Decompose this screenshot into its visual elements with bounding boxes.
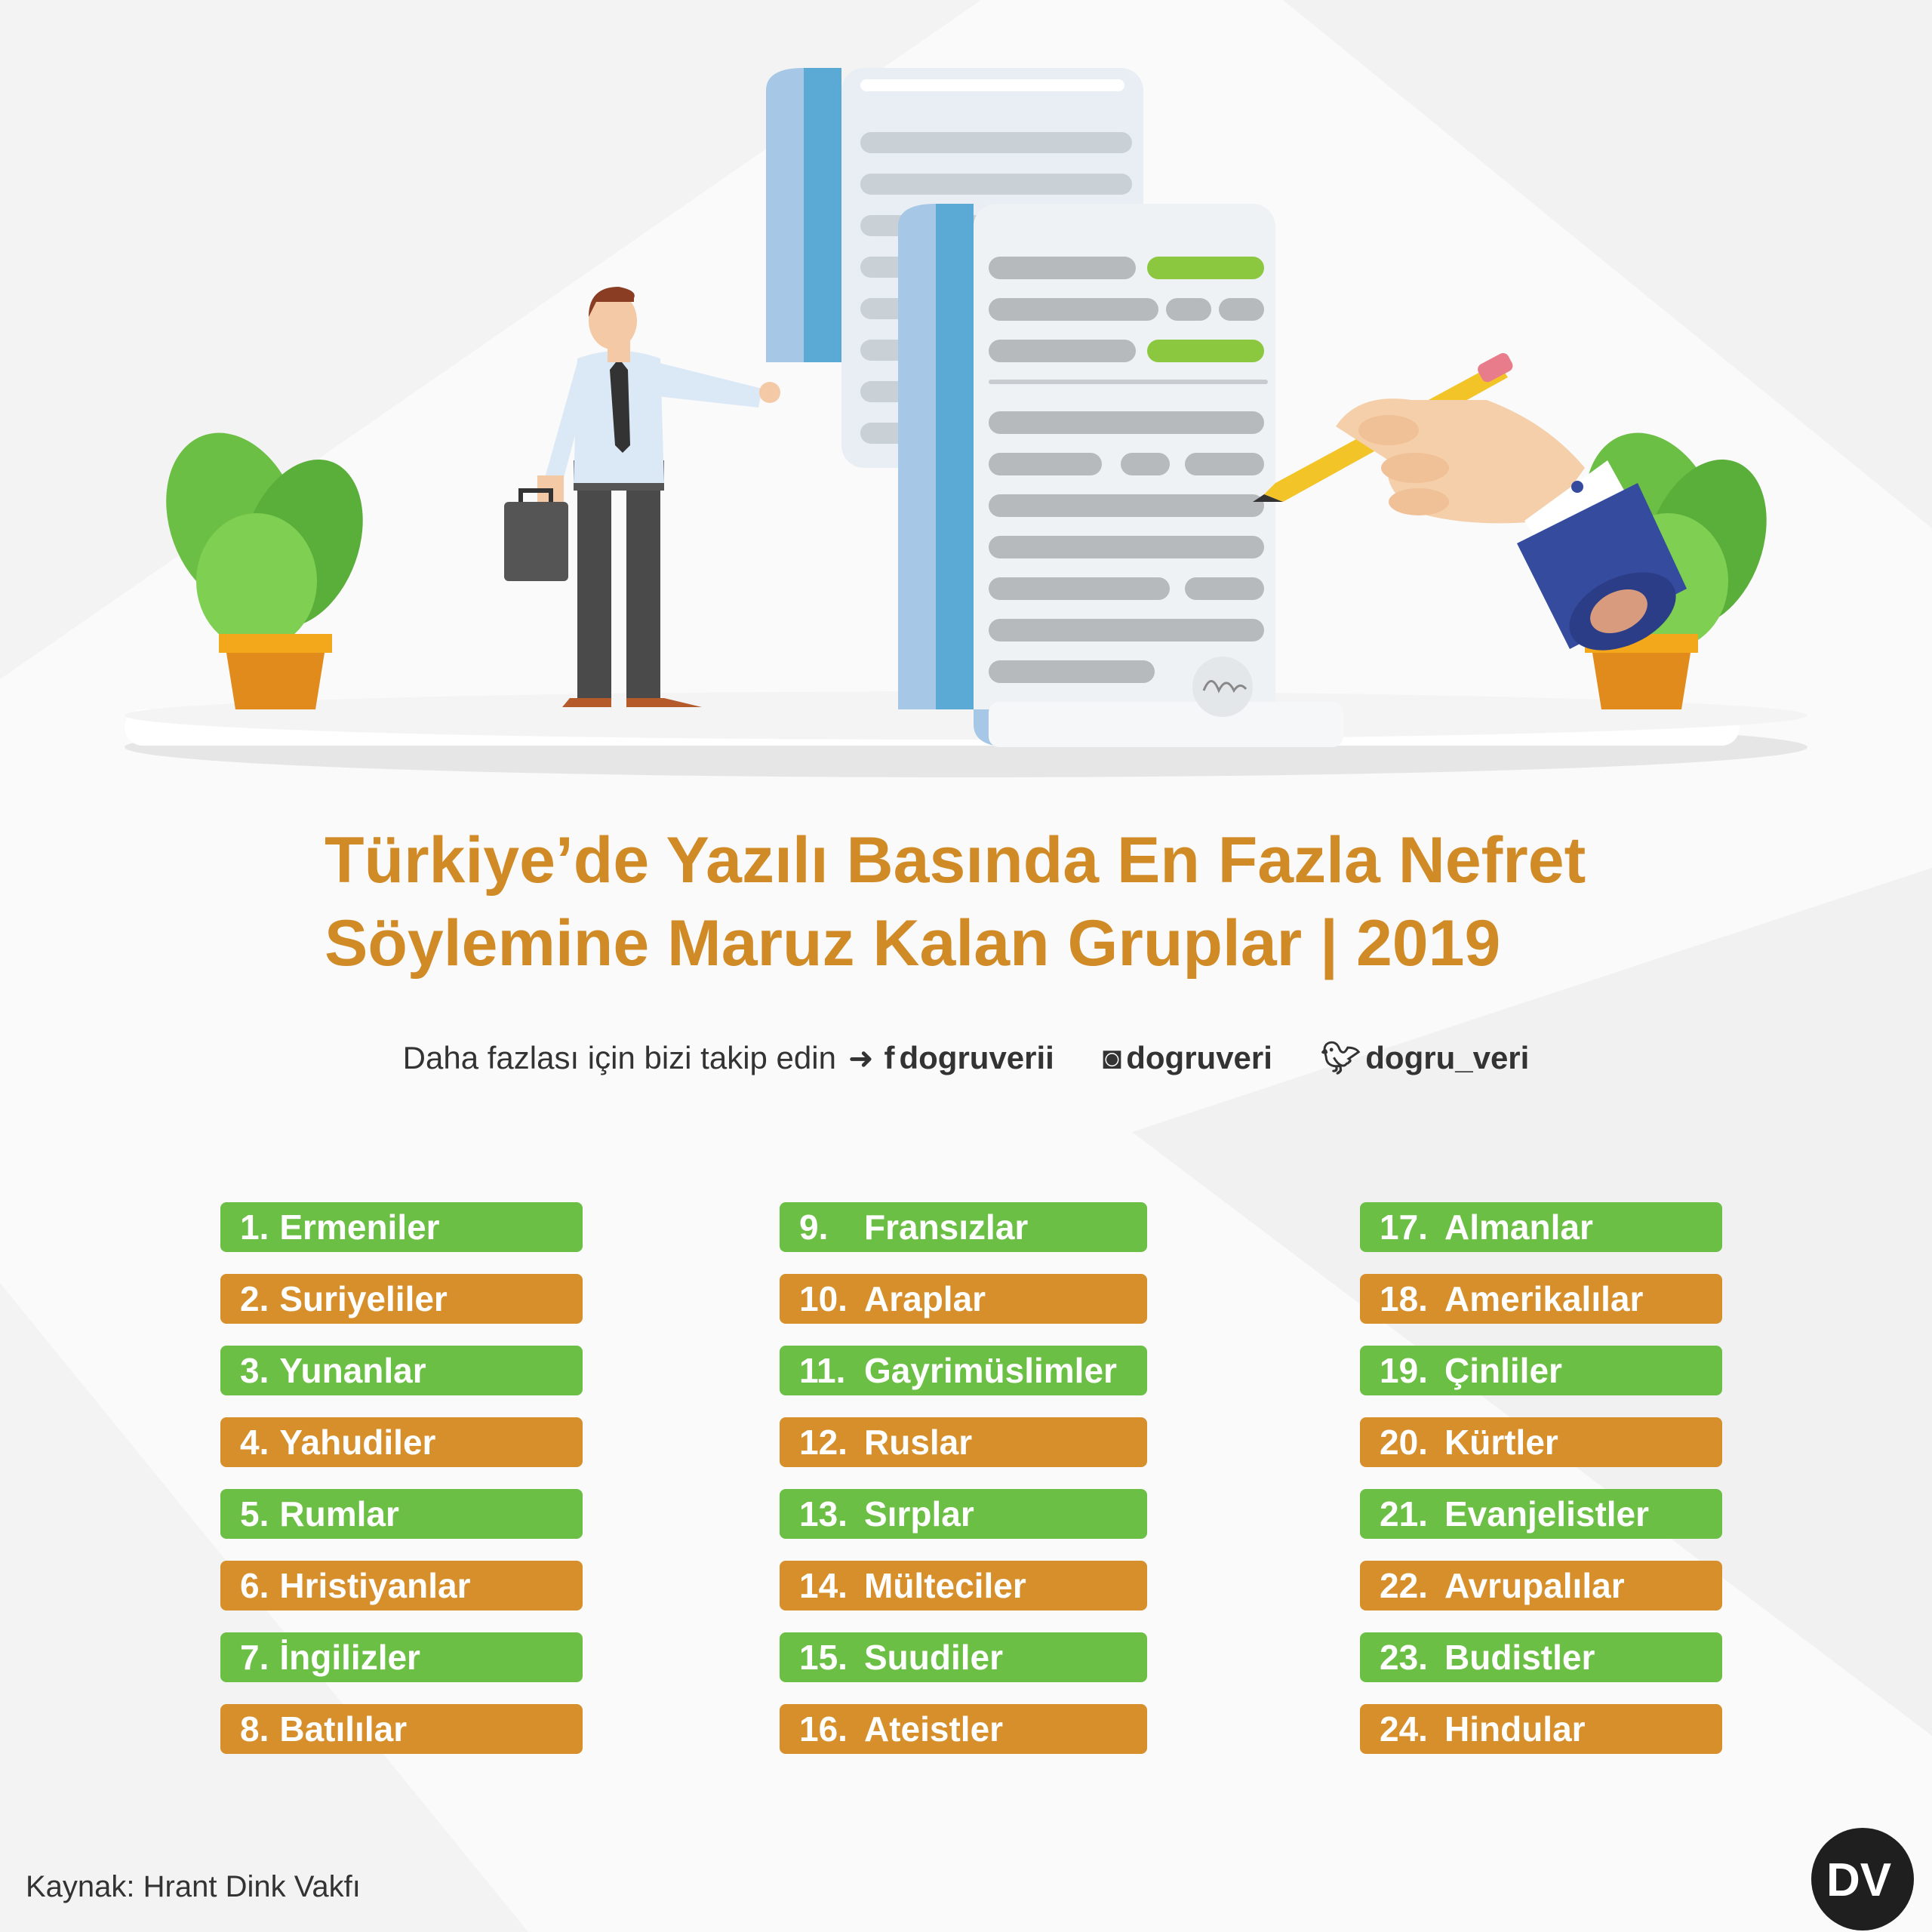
group-item: 17. Almanlar xyxy=(1360,1202,1722,1252)
group-rank: 23. xyxy=(1380,1638,1428,1677)
group-item: 15. Suudiler xyxy=(780,1632,1147,1682)
group-rank: 17. xyxy=(1380,1208,1428,1247)
group-rank: 20. xyxy=(1380,1423,1428,1462)
group-item: 1. Ermeniler xyxy=(220,1202,583,1252)
group-rank: 5. xyxy=(240,1494,269,1534)
twitter-icon[interactable]: 🐦︎ xyxy=(1320,1040,1361,1075)
group-item: 8. Batılılar xyxy=(220,1704,583,1754)
group-label: Yunanlar xyxy=(279,1351,426,1390)
facebook-icon[interactable]: f xyxy=(884,1040,895,1075)
group-label: Ateistler xyxy=(864,1709,1004,1749)
group-label: İngilizler xyxy=(279,1638,420,1677)
group-item: 23. Budistler xyxy=(1360,1632,1722,1682)
group-item: 22. Avrupalılar xyxy=(1360,1561,1722,1611)
instagram-icon[interactable]: ◙ xyxy=(1102,1040,1122,1075)
facebook-handle[interactable]: dogruverii xyxy=(899,1040,1054,1075)
group-rank: 13. xyxy=(799,1494,848,1534)
group-rank: 4. xyxy=(240,1423,269,1462)
group-label: Çinliler xyxy=(1444,1351,1562,1390)
group-item: 20. Kürtler xyxy=(1360,1417,1722,1467)
group-item: 6. Hristiyanlar xyxy=(220,1561,583,1611)
group-rank: 19. xyxy=(1380,1351,1428,1390)
group-item: 14. Mülteciler xyxy=(780,1561,1147,1611)
group-label: Hristiyanlar xyxy=(279,1566,471,1605)
logo-text: DV xyxy=(1826,1854,1891,1906)
follow-text: Daha fazlası için bizi takip edin xyxy=(402,1040,836,1075)
group-rank: 24. xyxy=(1380,1709,1428,1749)
group-label: Fransızlar xyxy=(864,1208,1029,1247)
group-rank: 3. xyxy=(240,1351,269,1390)
group-label: Suriyeliler xyxy=(279,1279,448,1318)
arrow-right-icon: ➜ xyxy=(848,1042,874,1075)
group-label: Batılılar xyxy=(279,1709,408,1749)
group-label: Mülteciler xyxy=(864,1566,1026,1605)
group-label: Ruslar xyxy=(864,1423,973,1462)
groups-column-2: 9. Fransızlar 10. Araplar 11. Gayrimüslimler 1… xyxy=(780,1202,1147,1776)
group-label: Budistler xyxy=(1444,1638,1595,1677)
group-label: Suudiler xyxy=(864,1638,1004,1677)
group-label: Sırplar xyxy=(864,1494,974,1534)
group-item: 13. Sırplar xyxy=(780,1489,1147,1539)
hand-with-pencil xyxy=(1253,352,1687,651)
left-plant xyxy=(166,432,363,709)
group-item: 21. Evanjelistler xyxy=(1360,1489,1722,1539)
group-label: Hindular xyxy=(1444,1709,1586,1749)
page-title: Türkiye’de Yazılı Basında En Fazla Nefre… xyxy=(325,819,1683,985)
group-item: 24. Hindular xyxy=(1360,1704,1722,1754)
group-label: Araplar xyxy=(864,1279,986,1318)
group-item: 5. Rumlar xyxy=(220,1489,583,1539)
group-label: Yahudiler xyxy=(279,1423,436,1462)
source-note: Kaynak: Hrant Dink Vakfı xyxy=(26,1870,361,1903)
group-rank: 12. xyxy=(799,1423,848,1462)
groups-column-3: 17. Almanlar 18. Amerikalılar 19. Çinliler 20.… xyxy=(1360,1202,1722,1776)
group-rank: 8. xyxy=(240,1709,269,1749)
group-rank: 22. xyxy=(1380,1566,1428,1605)
group-label: Kürtler xyxy=(1444,1423,1558,1462)
group-rank: 18. xyxy=(1380,1279,1428,1318)
group-item: 12. Ruslar xyxy=(780,1417,1147,1467)
twitter-handle[interactable]: dogru_veri xyxy=(1365,1040,1530,1075)
group-rank: 9. xyxy=(799,1208,829,1247)
group-item: 2. Suriyeliler xyxy=(220,1274,583,1324)
group-rank: 6. xyxy=(240,1566,269,1605)
group-rank: 15. xyxy=(799,1638,848,1677)
group-item: 10. Araplar xyxy=(780,1274,1147,1324)
dv-logo-icon: DV xyxy=(1811,1828,1914,1930)
group-rank: 16. xyxy=(799,1709,848,1749)
group-label: Evanjelistler xyxy=(1444,1494,1650,1534)
group-label: Ermeniler xyxy=(279,1208,440,1247)
group-label: Rumlar xyxy=(279,1494,399,1534)
front-document xyxy=(898,204,1343,747)
group-item: 19. Çinliler xyxy=(1360,1346,1722,1395)
group-rank: 21. xyxy=(1380,1494,1428,1534)
groups-column-1: 1. Ermeniler 2. Suriyeliler 3. Yunanlar 4. Yahu… xyxy=(220,1202,583,1776)
title-line-2: Söylemine Maruz Kalan Gruplar | 2019 xyxy=(325,907,1501,980)
group-item: 4. Yahudiler xyxy=(220,1417,583,1467)
businessman xyxy=(504,287,780,707)
group-rank: 14. xyxy=(799,1566,848,1605)
group-label: Gayrimüslimler xyxy=(864,1351,1117,1390)
group-item: 18. Amerikalılar xyxy=(1360,1274,1722,1324)
instagram-handle[interactable]: dogruveri xyxy=(1126,1040,1272,1075)
group-rank: 2. xyxy=(240,1279,269,1318)
group-item: 3. Yunanlar xyxy=(220,1346,583,1395)
group-label: Avrupalılar xyxy=(1444,1566,1625,1605)
documents-illustration xyxy=(125,68,1807,777)
title-line-1: Türkiye’de Yazılı Basında En Fazla Nefre… xyxy=(325,824,1586,897)
group-rank: 1. xyxy=(240,1208,269,1247)
group-rank: 11. xyxy=(799,1351,846,1390)
group-rank: 10. xyxy=(799,1279,848,1318)
group-item: 16. Ateistler xyxy=(780,1704,1147,1754)
group-label: Amerikalılar xyxy=(1444,1279,1644,1318)
group-label: Almanlar xyxy=(1444,1208,1593,1247)
group-item: 11. Gayrimüslimler xyxy=(780,1346,1147,1395)
social-follow-bar: Daha fazlası için bizi takip edin ➜ f dogru… xyxy=(0,1040,1932,1077)
group-item: 7. İngilizler xyxy=(220,1632,583,1682)
group-rank: 7. xyxy=(240,1638,269,1677)
group-item: 9. Fransızlar xyxy=(780,1202,1147,1252)
